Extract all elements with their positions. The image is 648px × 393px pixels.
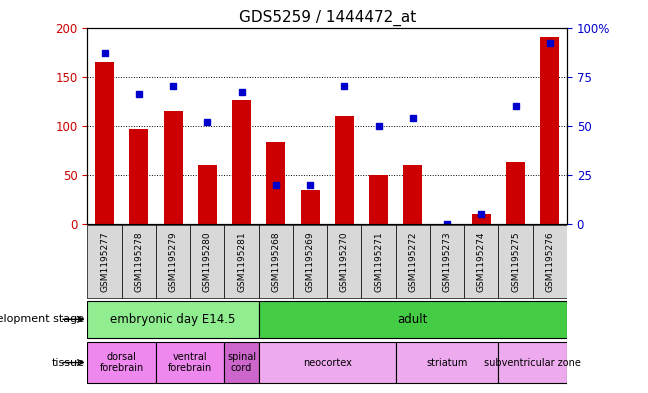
Text: GSM1195268: GSM1195268 [272, 231, 281, 292]
Bar [464, 225, 498, 298]
Text: GSM1195272: GSM1195272 [408, 231, 417, 292]
Bar [335, 116, 354, 224]
Bar [266, 143, 285, 224]
Text: dorsal
forebrain: dorsal forebrain [100, 352, 144, 373]
Text: GSM1195280: GSM1195280 [203, 231, 212, 292]
Bar [224, 225, 259, 298]
Bar [156, 342, 224, 383]
Text: embryonic day E14.5: embryonic day E14.5 [110, 313, 236, 326]
Bar [472, 214, 491, 224]
Text: GSM1195270: GSM1195270 [340, 231, 349, 292]
Bar [533, 225, 567, 298]
Text: GSM1195274: GSM1195274 [477, 231, 486, 292]
Bar [232, 100, 251, 224]
Text: spinal
cord: spinal cord [227, 352, 256, 373]
Text: GSM1195271: GSM1195271 [374, 231, 383, 292]
Bar [259, 342, 396, 383]
Bar [259, 301, 567, 338]
Text: striatum: striatum [426, 358, 468, 367]
Text: GSM1195281: GSM1195281 [237, 231, 246, 292]
Bar [540, 37, 559, 224]
Bar [327, 225, 362, 298]
Text: GSM1195273: GSM1195273 [443, 231, 452, 292]
Text: neocortex: neocortex [303, 358, 352, 367]
Bar [122, 225, 156, 298]
Text: GSM1195269: GSM1195269 [306, 231, 315, 292]
Text: development stage: development stage [0, 314, 84, 324]
Bar [498, 342, 567, 383]
Text: ventral
forebrain: ventral forebrain [168, 352, 213, 373]
Text: GSM1195278: GSM1195278 [134, 231, 143, 292]
Bar [396, 225, 430, 298]
Bar [259, 225, 293, 298]
Text: adult: adult [398, 313, 428, 326]
Text: subventricular zone: subventricular zone [484, 358, 581, 367]
Bar [498, 225, 533, 298]
Bar [396, 342, 498, 383]
Bar [430, 225, 464, 298]
Text: GSM1195276: GSM1195276 [546, 231, 555, 292]
Bar [87, 225, 122, 298]
Text: GSM1195277: GSM1195277 [100, 231, 109, 292]
Bar [198, 165, 217, 224]
Title: GDS5259 / 1444472_at: GDS5259 / 1444472_at [238, 10, 416, 26]
Bar [224, 342, 259, 383]
Bar [95, 62, 114, 224]
Bar [369, 175, 388, 224]
Bar [156, 225, 191, 298]
Bar [164, 111, 183, 224]
Bar [293, 225, 327, 298]
Text: GSM1195279: GSM1195279 [168, 231, 178, 292]
Bar [404, 165, 422, 224]
Bar [87, 342, 156, 383]
Bar [191, 225, 224, 298]
Bar [87, 301, 259, 338]
Bar [506, 162, 525, 224]
Bar [301, 189, 319, 224]
Text: tissue: tissue [51, 358, 84, 367]
Bar [362, 225, 396, 298]
Text: GSM1195275: GSM1195275 [511, 231, 520, 292]
Bar [130, 129, 148, 224]
